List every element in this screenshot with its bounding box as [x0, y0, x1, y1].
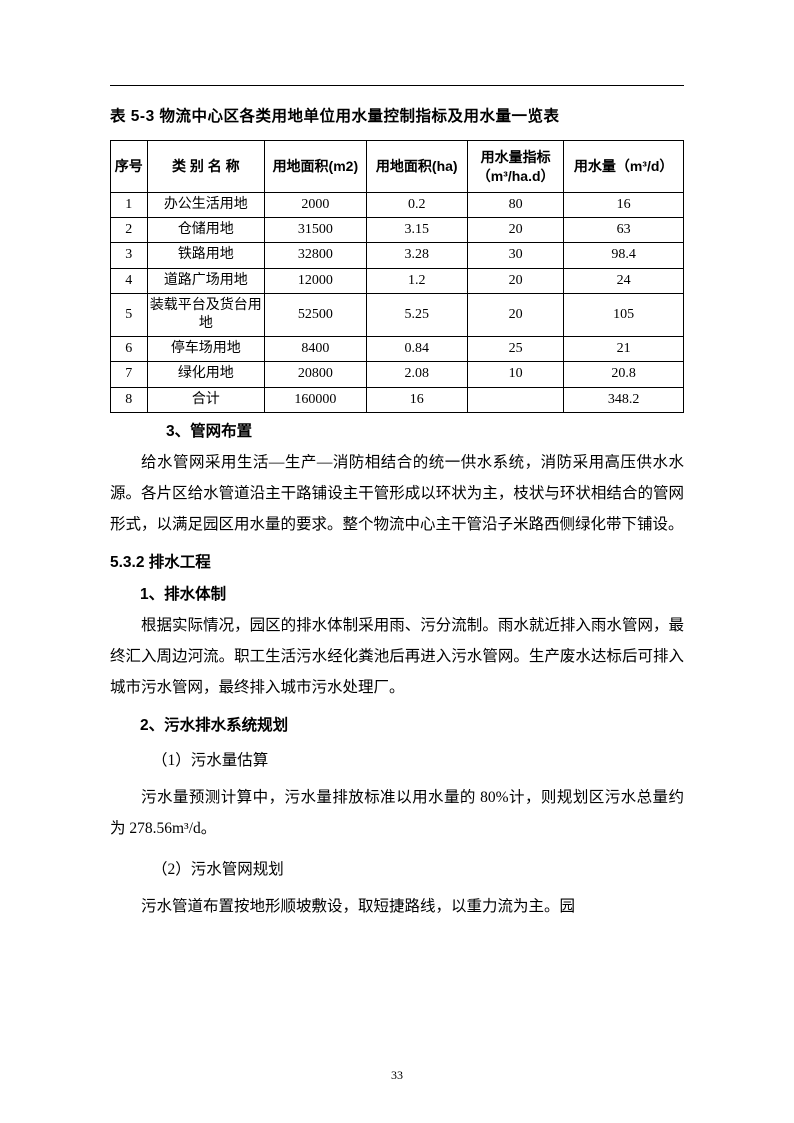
table-cell: 装载平台及货台用地 [147, 293, 265, 336]
table-cell: 3.28 [366, 243, 467, 268]
page-number: 33 [0, 1068, 794, 1083]
table-cell: 20800 [265, 362, 366, 387]
sub-drainage-system: 1、排水体制 [140, 582, 684, 604]
water-usage-table: 序号 类 别 名 称 用地面积(m2) 用地面积(ha) 用水量指标（m³/ha… [110, 140, 684, 413]
table-cell: 绿化用地 [147, 362, 265, 387]
table-row: 7绿化用地208002.081020.8 [111, 362, 684, 387]
table-cell: 办公生活用地 [147, 193, 265, 218]
table-cell: 98.4 [564, 243, 684, 268]
table-cell: 30 [467, 243, 563, 268]
table-cell: 2000 [265, 193, 366, 218]
item-sewage-estimate: （1）污水量估算 [152, 745, 684, 776]
table-cell: 21 [564, 337, 684, 362]
paragraph-pipe-layout: 给水管网采用生活—生产—消防相结合的统一供水系统，消防采用高压供水水源。各片区给… [110, 447, 684, 540]
table-cell: 160000 [265, 387, 366, 412]
table-cell: 7 [111, 362, 148, 387]
table-cell: 31500 [265, 218, 366, 243]
table-row: 2仓储用地315003.152063 [111, 218, 684, 243]
table-cell [467, 387, 563, 412]
table-cell: 3.15 [366, 218, 467, 243]
table-title: 表 5-3 物流中心区各类用地单位用水量控制指标及用水量一览表 [110, 104, 684, 126]
heading-5-3-2: 5.3.2 排水工程 [110, 550, 684, 572]
table-cell: 3 [111, 243, 148, 268]
table-cell: 道路广场用地 [147, 268, 265, 293]
th-area-m2: 用地面积(m2) [265, 141, 366, 193]
table-cell: 24 [564, 268, 684, 293]
table-cell: 63 [564, 218, 684, 243]
table-header-row: 序号 类 别 名 称 用地面积(m2) 用地面积(ha) 用水量指标（m³/ha… [111, 141, 684, 193]
table-cell: 8400 [265, 337, 366, 362]
table-cell: 20 [467, 218, 563, 243]
table-cell: 105 [564, 293, 684, 336]
table-cell: 2 [111, 218, 148, 243]
table-row: 5装载平台及货台用地525005.2520105 [111, 293, 684, 336]
table-cell: 0.2 [366, 193, 467, 218]
table-cell: 仓储用地 [147, 218, 265, 243]
th-area-ha: 用地面积(ha) [366, 141, 467, 193]
th-index: 用水量指标（m³/ha.d） [467, 141, 563, 193]
paragraph-sewage-network: 污水管道布置按地形顺坡敷设，取短捷路线，以重力流为主。园 [110, 891, 684, 922]
top-rule [110, 85, 684, 86]
table-cell: 5.25 [366, 293, 467, 336]
table-row: 8合计16000016 348.2 [111, 387, 684, 412]
table-cell: 348.2 [564, 387, 684, 412]
table-cell: 铁路用地 [147, 243, 265, 268]
table-cell: 80 [467, 193, 563, 218]
th-name: 类 别 名 称 [147, 141, 265, 193]
table-row: 4道路广场用地120001.22024 [111, 268, 684, 293]
table-cell: 16 [366, 387, 467, 412]
table-cell: 8 [111, 387, 148, 412]
table-cell: 20 [467, 268, 563, 293]
table-cell: 20 [467, 293, 563, 336]
paragraph-sewage-estimate: 污水量预测计算中，污水量排放标准以用水量的 80%计，则规划区污水总量约为 27… [110, 782, 684, 844]
table-row: 6停车场用地84000.842521 [111, 337, 684, 362]
th-seq: 序号 [111, 141, 148, 193]
table-cell: 25 [467, 337, 563, 362]
table-cell: 4 [111, 268, 148, 293]
item-sewage-network: （2）污水管网规划 [152, 854, 684, 885]
table-cell: 10 [467, 362, 563, 387]
paragraph-drainage: 根据实际情况，园区的排水体制采用雨、污分流制。雨水就近排入雨水管网，最终汇入周边… [110, 610, 684, 703]
table-cell: 16 [564, 193, 684, 218]
table-row: 3铁路用地328003.283098.4 [111, 243, 684, 268]
table-cell: 0.84 [366, 337, 467, 362]
table-cell: 6 [111, 337, 148, 362]
table-cell: 1 [111, 193, 148, 218]
table-cell: 32800 [265, 243, 366, 268]
sub-sewage-plan: 2、污水排水系统规划 [140, 713, 684, 735]
table-cell: 停车场用地 [147, 337, 265, 362]
th-qty: 用水量（m³/d） [564, 141, 684, 193]
table-cell: 5 [111, 293, 148, 336]
table-cell: 合计 [147, 387, 265, 412]
section-3-pipe-layout: 3、管网布置 [166, 419, 684, 441]
table-cell: 20.8 [564, 362, 684, 387]
table-cell: 1.2 [366, 268, 467, 293]
table-cell: 52500 [265, 293, 366, 336]
table-cell: 2.08 [366, 362, 467, 387]
table-row: 1办公生活用地20000.28016 [111, 193, 684, 218]
table-cell: 12000 [265, 268, 366, 293]
